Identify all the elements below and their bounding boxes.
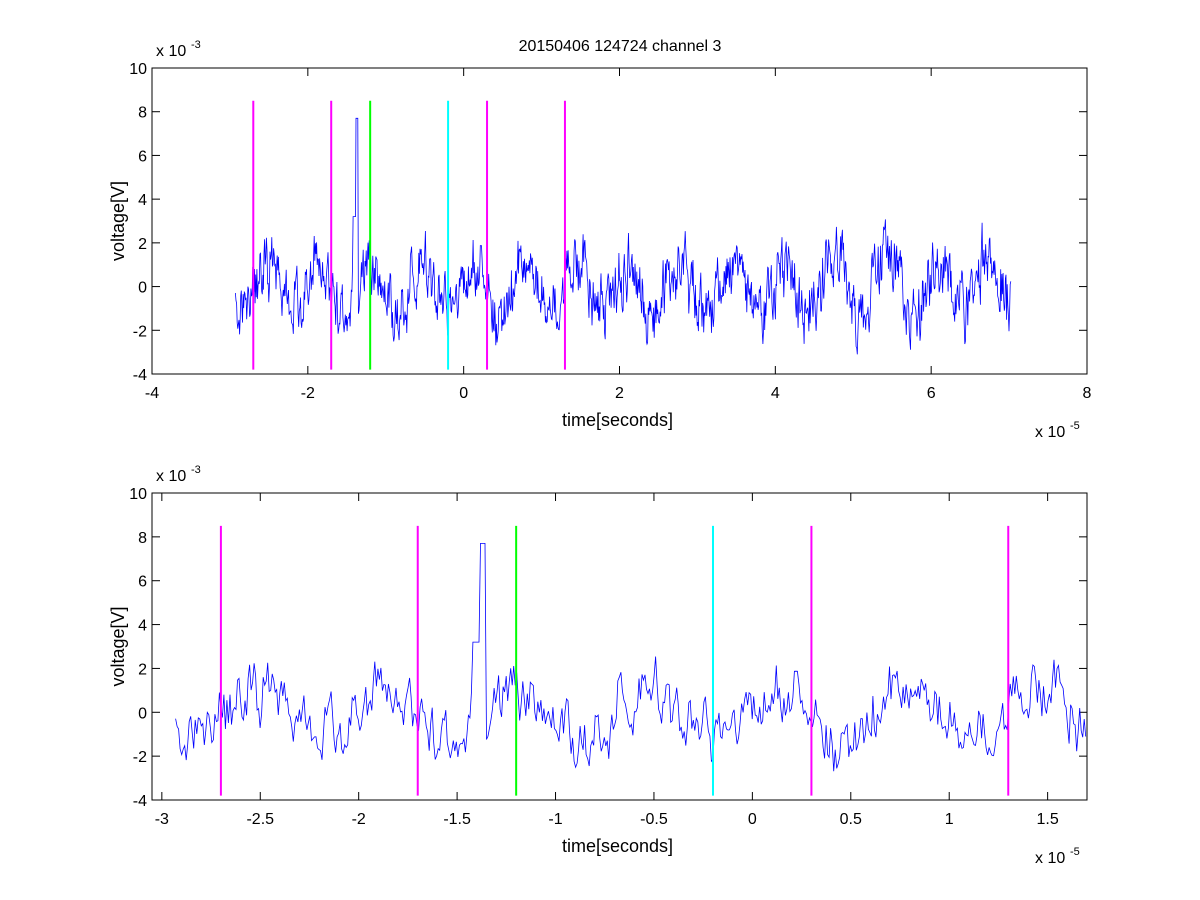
x-exponent-label: x 10 — [1035, 850, 1065, 867]
y-tick-label: 4 — [138, 192, 147, 209]
x-axis-label: time[seconds] — [562, 410, 673, 430]
x-tick-label: -1 — [548, 811, 562, 828]
y-tick-label: 8 — [138, 105, 147, 122]
y-tick-label: 0 — [138, 705, 147, 722]
axes-box — [151, 67, 1088, 375]
y-tick-label: 6 — [138, 148, 147, 165]
x-tick-label: -2 — [352, 811, 366, 828]
y-tick-label: 10 — [129, 61, 147, 78]
signal-trace — [175, 543, 1087, 772]
x-exponent-label: x 10 — [1035, 424, 1065, 441]
signal-trace — [235, 117, 1012, 355]
x-tick-label: 0.5 — [840, 811, 862, 828]
x-tick-label: 4 — [771, 385, 780, 402]
y-tick-label: 0 — [138, 280, 147, 297]
y-tick-label: 10 — [129, 486, 147, 503]
x-tick-label: -2.5 — [246, 811, 274, 828]
y-tick-label: 6 — [138, 574, 147, 591]
y-exponent: -3 — [191, 464, 201, 476]
x-tick-label: 6 — [927, 385, 936, 402]
x-tick-label: 0 — [748, 811, 757, 828]
y-tick-label: -4 — [133, 367, 147, 384]
x-exponent: -5 — [1070, 846, 1080, 858]
y-axis-label: voltage[V] — [108, 181, 128, 261]
x-tick-label: 0 — [459, 385, 468, 402]
figure-title: 20150406 124724 channel 3 — [519, 38, 722, 55]
x-tick-label: -0.5 — [640, 811, 668, 828]
axes-box — [151, 492, 1088, 801]
y-tick-label: -2 — [133, 323, 147, 340]
x-tick-label: 8 — [1083, 385, 1092, 402]
x-tick-label: -2 — [301, 385, 315, 402]
x-tick-label: -3 — [155, 811, 169, 828]
y-tick-label: -4 — [133, 793, 147, 810]
top-chart: -4 -2 0 2 4 6 8 -4 -2 0 2 4 6 8 10 time[seconds] voltage… — [108, 39, 1092, 441]
x-tick-label: -1.5 — [443, 811, 471, 828]
bottom-chart: -3 -2.5 -2 -1.5 -1 -0.5 0 0.5 1 1.5 -4 -2 0 2 4 6 8 10 tim… — [108, 464, 1088, 867]
y-tick-label: 2 — [138, 661, 147, 678]
x-tick-label: 1 — [945, 811, 954, 828]
x-tick-label: 1.5 — [1037, 811, 1059, 828]
y-tick-label: 2 — [138, 236, 147, 253]
y-exponent: -3 — [191, 39, 201, 51]
y-axis-label: voltage[V] — [108, 606, 128, 686]
x-axis-label: time[seconds] — [562, 836, 673, 856]
x-tick-label: 2 — [615, 385, 624, 402]
x-tick-label: -4 — [145, 385, 159, 402]
y-exponent-label: x 10 — [156, 468, 186, 485]
y-tick-label: 8 — [138, 530, 147, 547]
y-tick-label: 4 — [138, 618, 147, 635]
y-tick-label: -2 — [133, 749, 147, 766]
x-exponent: -5 — [1070, 420, 1080, 432]
y-exponent-label: x 10 — [156, 43, 186, 60]
